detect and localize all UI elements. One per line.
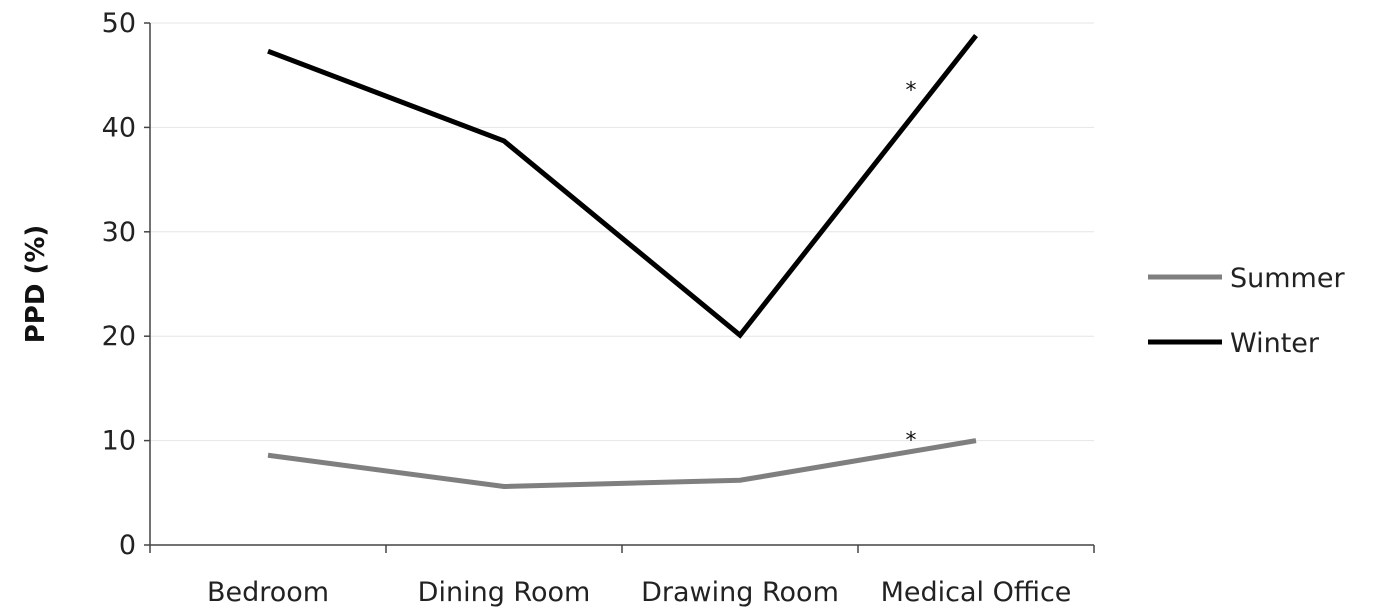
x-tick-label: Dining Room [418, 577, 591, 608]
y-tick-label: 30 [102, 217, 136, 248]
y-tick-label: 50 [102, 8, 136, 39]
annotation-asterisk: * [906, 428, 917, 453]
y-tick-label: 10 [102, 426, 136, 457]
axes: 0 10 20 30 40 50 Bedroom Dining Room Drawing Roo… [102, 8, 1095, 608]
legend-label-summer: Summer [1230, 263, 1345, 294]
series-line-summer [267, 438, 977, 490]
legend: Summer Winter [1148, 263, 1345, 359]
y-tick-label: 0 [119, 530, 136, 561]
series-lines [267, 33, 978, 490]
y-axis-label: PPD (%) [21, 225, 51, 344]
x-tick-label: Medical Office [881, 577, 1072, 608]
annotation-asterisk: * [906, 79, 917, 104]
legend-label-winter: Winter [1230, 328, 1320, 359]
y-tick-label: 40 [102, 112, 136, 143]
gridlines [150, 22, 1094, 442]
x-tick-label: Bedroom [207, 577, 329, 608]
y-tick-label: 20 [102, 321, 136, 352]
series-line-winter [267, 33, 978, 339]
x-tick-label: Drawing Room [641, 577, 839, 608]
annotations: ** [906, 79, 917, 454]
